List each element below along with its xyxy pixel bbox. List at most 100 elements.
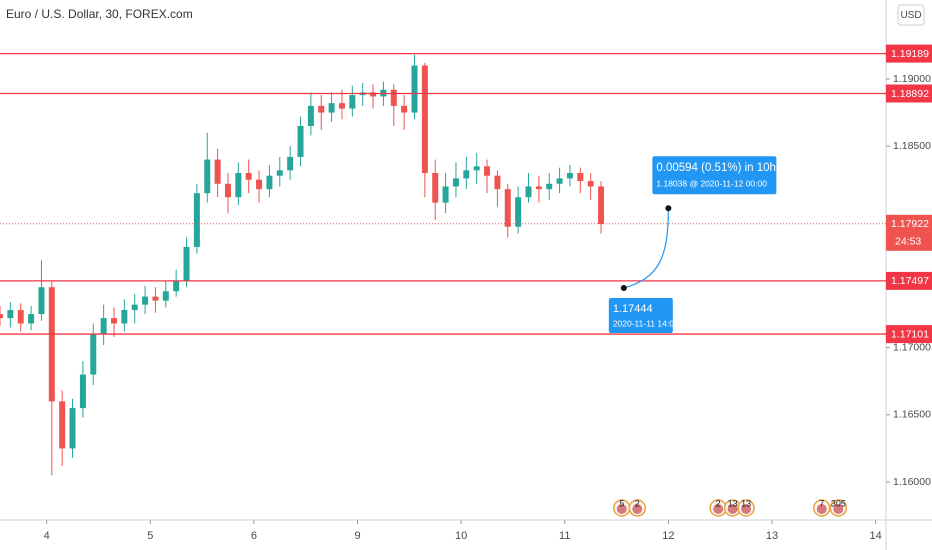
event-count: 13 <box>741 498 751 508</box>
measure-start <box>620 285 627 292</box>
candle-body <box>556 178 563 184</box>
event-flag <box>741 504 752 514</box>
candle-body <box>38 287 45 315</box>
candle-body <box>318 105 325 113</box>
candle-body <box>598 186 605 225</box>
price-label-bg <box>886 44 932 63</box>
y-tick-label: 1.16000 <box>893 476 931 488</box>
candle-body <box>535 186 542 190</box>
price-label: 1.18892 <box>891 88 929 100</box>
candle-body <box>121 310 128 324</box>
x-tick-label: 10 <box>455 530 467 542</box>
price-label-bg <box>886 271 932 290</box>
event-flag <box>632 504 643 514</box>
candle-body <box>401 105 408 113</box>
event-count: 13 <box>728 498 738 508</box>
candle-body <box>432 173 439 203</box>
measure-end-box <box>652 156 777 195</box>
measure-detail: 1.18038 @ 2020-11-12 00:00 <box>656 178 767 188</box>
currency-button[interactable] <box>897 4 925 26</box>
x-tick-label: 9 <box>354 530 360 542</box>
candle-body <box>546 183 553 190</box>
chart-title: Euro / U.S. Dollar, 30, FOREX.com <box>6 7 193 21</box>
x-tick-label: 6 <box>251 530 257 542</box>
candle-body <box>411 65 418 113</box>
x-tick-label: 11 <box>559 530 570 542</box>
candle-body <box>48 287 55 402</box>
last-price-bg <box>886 214 932 251</box>
candle-body <box>131 304 138 311</box>
candle-body <box>442 186 449 203</box>
measure-start-time: 2020-11-11 14:00 <box>613 318 679 328</box>
x-tick-label: 13 <box>766 530 778 542</box>
y-tick-label: 1.17000 <box>893 341 931 353</box>
candle-body <box>173 280 180 292</box>
candle-body <box>162 291 169 301</box>
price-label-bg <box>886 325 932 344</box>
y-tick-label: 1.16500 <box>893 409 931 421</box>
candle-body <box>287 156 294 171</box>
candle-body <box>59 401 66 449</box>
candle-body <box>349 95 356 109</box>
candle-body <box>245 173 252 180</box>
candle-body <box>193 193 200 247</box>
event-flag <box>816 504 827 514</box>
candle-body <box>266 175 273 190</box>
price-label: 1.17497 <box>891 275 929 287</box>
candle-body <box>79 374 86 409</box>
candle-body <box>307 105 314 127</box>
candle-body <box>0 314 3 319</box>
candle-body <box>183 246 190 281</box>
candle-body <box>494 175 501 190</box>
candle-body <box>142 296 149 305</box>
event-count: 2 <box>635 498 640 508</box>
x-tick-label: 4 <box>44 530 50 542</box>
countdown: 24:53 <box>895 236 921 248</box>
y-tick-label: 1.18500 <box>893 140 931 152</box>
candle-body <box>100 318 107 335</box>
last-price-label: 1.17922 <box>891 218 929 230</box>
measure-arrow <box>623 208 669 289</box>
event-count: 2 <box>716 498 721 508</box>
event-flag <box>616 504 627 514</box>
x-tick-label: 12 <box>662 530 674 542</box>
x-tick-label: 5 <box>147 530 153 542</box>
candle-body <box>17 310 24 324</box>
candle-body <box>276 170 283 176</box>
candle-body <box>587 181 594 187</box>
measure-start-price: 1.17444 <box>613 303 653 315</box>
candle-body <box>204 159 211 194</box>
event-flag <box>727 504 738 514</box>
candle-body <box>69 408 76 449</box>
currency-label: USD <box>900 10 921 21</box>
candle-body <box>390 89 397 106</box>
candle-body <box>484 166 491 176</box>
candle-body <box>90 334 97 375</box>
candle-body <box>421 65 428 174</box>
event-count: 305 <box>831 498 846 508</box>
candle-body <box>235 173 242 198</box>
candle-body <box>110 318 117 324</box>
event-count: 5 <box>619 498 624 508</box>
price-label-bg <box>886 84 932 103</box>
x-tick-label: 14 <box>870 530 882 542</box>
measure-change: 0.00594 (0.51%) in 10h <box>656 162 776 174</box>
measure-end <box>665 205 672 212</box>
candle-body <box>370 92 377 97</box>
candle-body <box>577 173 584 182</box>
measure-start-box <box>608 298 673 334</box>
plot: 1.16000 1.16500 1.17000 1.18500 1.19000 4 5 6 9 1… <box>0 44 932 542</box>
candle-body <box>463 170 470 179</box>
price-label: 1.19189 <box>891 48 929 60</box>
candle-body <box>473 166 480 171</box>
price-label: 1.17101 <box>891 328 929 340</box>
candle-body <box>338 103 345 109</box>
candle-body <box>452 178 459 187</box>
candle-body <box>504 189 511 227</box>
candle-body <box>328 103 335 113</box>
candle-body <box>152 296 159 301</box>
y-tick-label: 1.19000 <box>893 73 931 85</box>
candle-body <box>297 126 304 157</box>
